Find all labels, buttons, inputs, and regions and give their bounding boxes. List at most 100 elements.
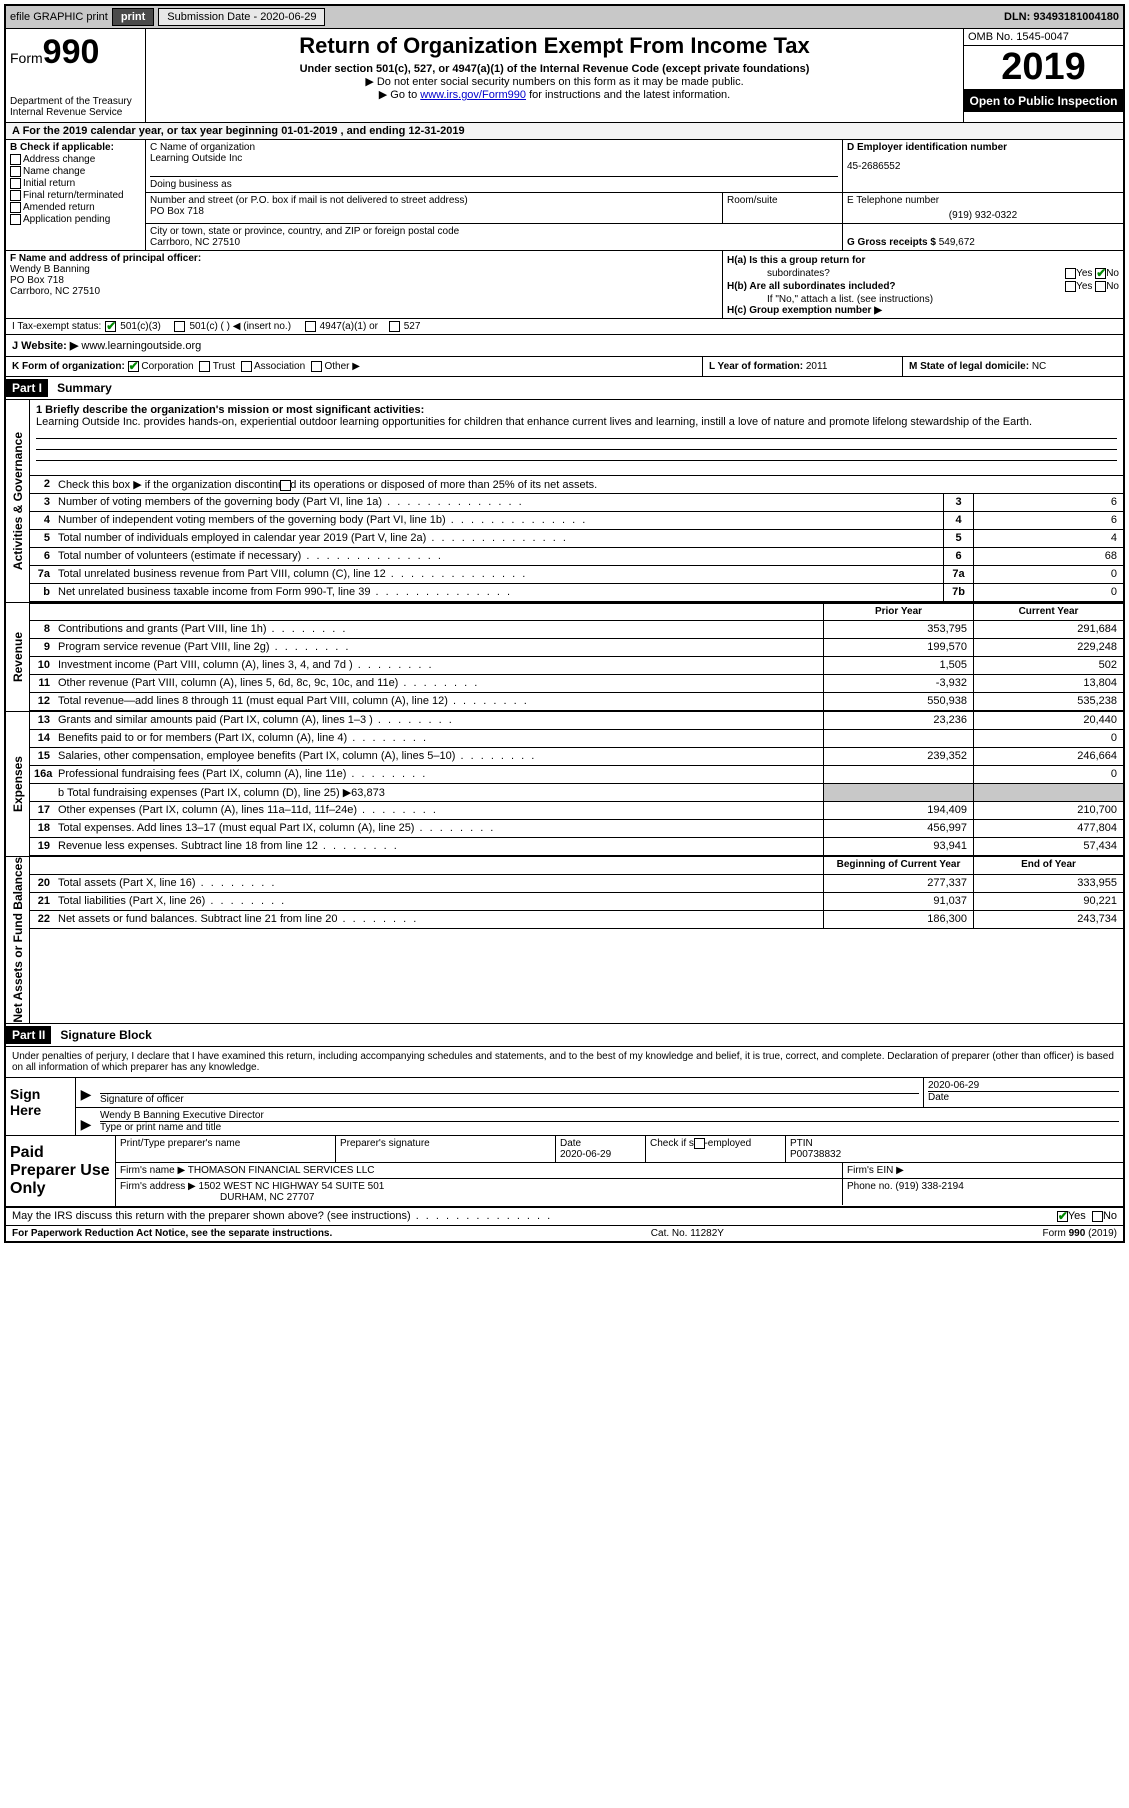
chk-assoc[interactable] [241,361,252,372]
tax-status-row: I Tax-exempt status: 501(c)(3) 501(c) ( … [6,319,1123,335]
header-section: Form990 Department of the Treasury Inter… [6,29,1123,123]
form-990-page: efile GRAPHIC print print Submission Dat… [4,4,1125,1243]
form-label: Form [10,50,43,66]
footer-form: Form 990 (2019) [1043,1228,1117,1239]
prep-name-label: Print/Type preparer's name [116,1136,336,1162]
j-label: J Website: ▶ [12,340,78,352]
ptin-value: P00738832 [790,1149,841,1160]
financial-line: 21Total liabilities (Part X, line 26)91,… [30,893,1123,911]
ha-label: H(a) Is this a group return for [727,255,865,266]
ein-value: 45-2686552 [847,161,1119,172]
chk-4947[interactable] [305,321,316,332]
sign-here-label: Sign Here [6,1078,76,1135]
firm-addr-label: Firm's address ▶ [120,1181,196,1192]
ha-sub: subordinates? [727,268,830,279]
firm-ein-label: Firm's EIN ▶ [843,1163,1123,1178]
topbar: efile GRAPHIC print print Submission Dat… [6,6,1123,29]
m-label: M State of legal domicile: [909,361,1029,372]
mission-label: 1 Briefly describe the organization's mi… [36,404,424,416]
tax-year: 2019 [964,46,1123,90]
chk-name-change[interactable] [10,166,21,177]
submission-date: Submission Date - 2020-06-29 [158,8,325,26]
part2-header: Part II [6,1026,51,1044]
chk-501c3[interactable] [105,321,116,332]
prep-date-label: Date [560,1138,581,1149]
c-name-label: C Name of organization [150,142,838,153]
summary-line: 3Number of voting members of the governi… [30,494,1123,512]
city-value: Carrboro, NC 27510 [150,237,838,248]
part2-sig: Signature Block [54,1028,151,1042]
chk-self-employed[interactable] [694,1138,705,1149]
chk-amended[interactable] [10,202,21,213]
d-label: D Employer identification number [847,142,1007,153]
financial-line: 8Contributions and grants (Part VIII, li… [30,621,1123,639]
firm-addr1: 1502 WEST NC HIGHWAY 54 SUITE 501 [199,1181,385,1192]
discuss-yes[interactable] [1057,1211,1068,1222]
chk-other[interactable] [311,361,322,372]
prior-year-header: Prior Year [823,604,973,620]
org-name: Learning Outside Inc [150,153,838,164]
chk-trust[interactable] [199,361,210,372]
k-l-m-row: K Form of organization: Corporation Trus… [6,357,1123,377]
discuss-label: May the IRS discuss this return with the… [12,1210,552,1222]
e-label: E Telephone number [847,195,1119,206]
addr-value: PO Box 718 [150,206,718,217]
form-number: 990 [43,33,100,71]
section-bcde: B Check if applicable: Address change Na… [6,140,1123,251]
net-assets-section: Net Assets or Fund Balances Beginning of… [6,857,1123,1024]
hb-yes[interactable] [1065,281,1076,292]
begin-year-header: Beginning of Current Year [823,857,973,874]
financial-line: 20Total assets (Part X, line 16)277,3373… [30,875,1123,893]
chk-initial-return[interactable] [10,178,21,189]
financial-line: 15Salaries, other compensation, employee… [30,748,1123,766]
chk-corp[interactable] [128,361,139,372]
department: Department of the Treasury Internal Reve… [10,96,141,118]
phone-value: (919) 338-2194 [895,1181,963,1192]
print-button[interactable]: print [112,8,154,26]
ha-yes[interactable] [1065,268,1076,279]
chk-discontinued[interactable] [280,480,291,491]
form-note1: ▶ Do not enter social security numbers o… [154,75,955,88]
side-revenue: Revenue [11,632,25,682]
chk-501c[interactable] [174,321,185,332]
firm-addr2: DURHAM, NC 27707 [120,1192,314,1203]
line2-text: Check this box ▶ if the organization dis… [58,479,597,491]
chk-address-change[interactable] [10,154,21,165]
addr-label: Number and street (or P.O. box if mail i… [150,195,718,206]
side-net: Net Assets or Fund Balances [11,857,25,1023]
financial-line: 14Benefits paid to or for members (Part … [30,730,1123,748]
website-hc-row: J Website: ▶ www.learningoutside.org [6,335,1123,357]
city-label: City or town, state or province, country… [150,226,838,237]
b-label: B Check if applicable: [10,142,141,153]
website-value: www.learningoutside.org [81,340,201,352]
summary-line: bNet unrelated business taxable income f… [30,584,1123,602]
financial-line: 12Total revenue—add lines 8 through 11 (… [30,693,1123,711]
ptin-label: PTIN [790,1138,813,1149]
hb-label: H(b) Are all subordinates included? [727,281,896,292]
financial-line: 9Program service revenue (Part VIII, lin… [30,639,1123,657]
chk-final-return[interactable] [10,190,21,201]
hb-note: If "No," attach a list. (see instruction… [727,294,1119,305]
summary-line: 4Number of independent voting members of… [30,512,1123,530]
ha-no[interactable] [1095,268,1106,279]
hb-no[interactable] [1095,281,1106,292]
part1-summary: Summary [51,381,112,395]
row-a-period: A For the 2019 calendar year, or tax yea… [6,123,1123,140]
efile-label: efile GRAPHIC print [10,11,108,23]
side-act-gov: Activities & Governance [11,432,25,570]
telephone: (919) 932-0322 [847,210,1119,221]
activities-governance: Activities & Governance 1 Briefly descri… [6,400,1123,603]
officer-name-label: Type or print name and title [100,1121,1119,1133]
discuss-no[interactable] [1092,1211,1103,1222]
paid-preparer-row: Paid Preparer Use Only Print/Type prepar… [6,1136,1123,1208]
phone-label: Phone no. [847,1181,893,1192]
chk-527[interactable] [389,321,400,332]
section-fh: F Name and address of principal officer:… [6,251,1123,319]
footer-cat: Cat. No. 11282Y [651,1228,724,1239]
irs-link[interactable]: www.irs.gov/Form990 [420,89,526,101]
sign-date: 2020-06-29 [928,1080,1119,1091]
f-label: F Name and address of principal officer: [10,253,201,264]
chk-app-pending[interactable] [10,214,21,225]
side-expenses: Expenses [11,756,25,812]
dln: DLN: 93493181004180 [1004,11,1119,23]
